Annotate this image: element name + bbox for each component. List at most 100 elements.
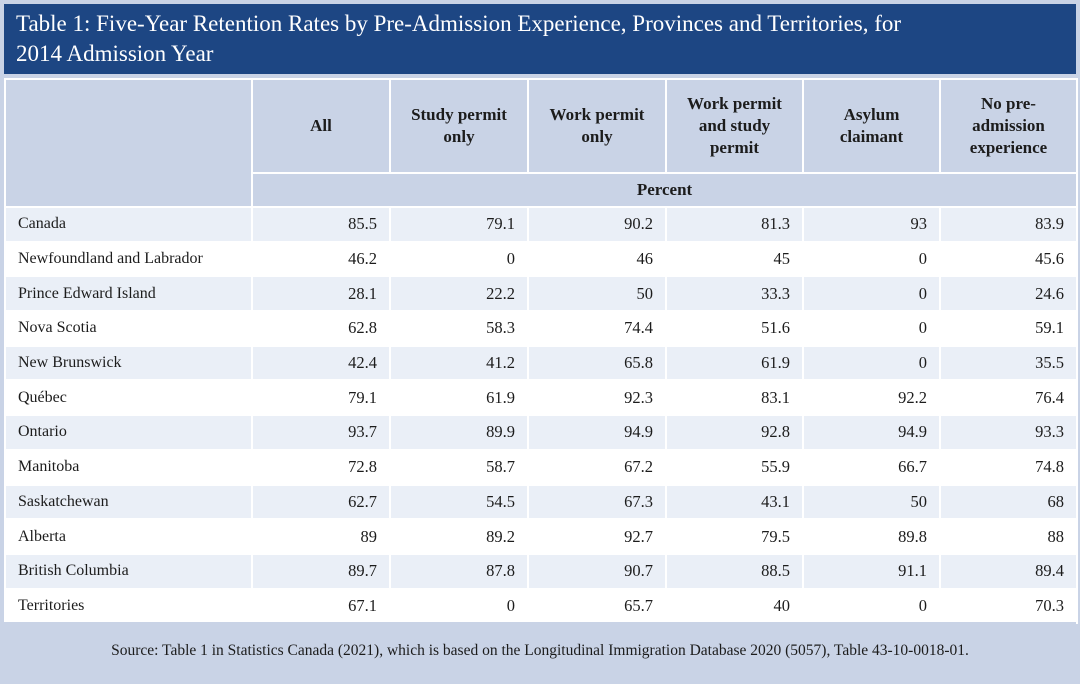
table-cell: 0 [802, 310, 941, 347]
table-row: Territories 67.1 0 65.7 40 0 70.3 [4, 587, 1078, 625]
column-header-line: only [443, 127, 475, 146]
table-cell: 89.9 [389, 414, 529, 451]
table-cell: 93 [802, 206, 941, 243]
column-header-line: All [310, 116, 332, 135]
table-cell: 54.5 [389, 483, 529, 521]
table-row: Prince Edward Island 28.1 22.2 50 33.3 0 24.6 [4, 275, 1078, 313]
table-cell: 24.6 [939, 275, 1078, 313]
column-header-line: admission [972, 116, 1045, 135]
table-cell: 76.4 [939, 379, 1078, 417]
table-cell: 68 [939, 483, 1078, 521]
table-title-line-1: Table 1: Five-Year Retention Rates by Pr… [16, 11, 902, 36]
corner-cell [4, 78, 253, 208]
column-header-work-and-study-permit: Work permit and study permit [665, 78, 804, 174]
table-cell: 0 [389, 587, 529, 625]
table-row: Saskatchewan 62.7 54.5 67.3 43.1 50 68 [4, 483, 1078, 521]
table-cell: 92.8 [665, 414, 804, 451]
table-cell: 88.5 [665, 552, 804, 590]
table-row: Manitoba 72.8 58.7 67.2 55.9 66.7 74.8 [4, 448, 1078, 486]
table-cell: 94.9 [802, 414, 941, 451]
table-row: Canada 85.5 79.1 90.2 81.3 93 83.9 [4, 206, 1078, 243]
table-cell: 45 [665, 240, 804, 278]
retention-table: All Study permit only Work permit only Wor… [4, 78, 1078, 625]
table-row: Québec 79.1 61.9 92.3 83.1 92.2 76.4 [4, 379, 1078, 417]
table-cell: 85.5 [251, 206, 391, 243]
row-label: Saskatchewan [4, 483, 253, 521]
row-label: British Columbia [4, 552, 253, 590]
column-header-line: Work permit [687, 94, 782, 113]
table-cell: 65.7 [527, 587, 667, 625]
table-cell: 58.7 [389, 448, 529, 486]
column-header-asylum-claimant: Asylum claimant [802, 78, 941, 174]
row-label: Canada [4, 206, 253, 243]
table-row: Alberta 89 89.2 92.7 79.5 89.8 88 [4, 518, 1078, 555]
table-cell: 93.3 [939, 414, 1078, 451]
table-row: Newfoundland and Labrador 46.2 0 46 45 0 45.6 [4, 240, 1078, 278]
source-note: Source: Table 1 in Statistics Canada (20… [4, 622, 1076, 680]
table-cell: 83.1 [665, 379, 804, 417]
table-cell: 28.1 [251, 275, 391, 313]
table-cell: 35.5 [939, 344, 1078, 382]
table-cell: 72.8 [251, 448, 391, 486]
table-cell: 89 [251, 518, 391, 555]
table-cell: 81.3 [665, 206, 804, 243]
table-title: Table 1: Five-Year Retention Rates by Pr… [4, 4, 1076, 74]
row-label: Nova Scotia [4, 310, 253, 347]
table-cell: 46.2 [251, 240, 391, 278]
table-cell: 0 [802, 587, 941, 625]
table-cell: 46 [527, 240, 667, 278]
table-cell: 88 [939, 518, 1078, 555]
table-cell: 79.1 [251, 379, 391, 417]
table-body: Canada 85.5 79.1 90.2 81.3 93 83.9 Newfoundland… [4, 206, 1078, 625]
column-header-line: Asylum [843, 105, 900, 124]
table-cell: 62.7 [251, 483, 391, 521]
table-cell: 33.3 [665, 275, 804, 313]
table-cell: 55.9 [665, 448, 804, 486]
table-row: New Brunswick 42.4 41.2 65.8 61.9 0 35.5 [4, 344, 1078, 382]
column-header-line: Work permit [549, 105, 645, 124]
table-row: Ontario 93.7 89.9 94.9 92.8 94.9 93.3 [4, 414, 1078, 451]
table-cell: 79.5 [665, 518, 804, 555]
table-cell: 90.2 [527, 206, 667, 243]
unit-row: Percent [5, 172, 1078, 208]
table-cell: 70.3 [939, 587, 1078, 625]
table-cell: 65.8 [527, 344, 667, 382]
row-label: Territories [4, 587, 253, 625]
table-cell: 51.6 [665, 310, 804, 347]
row-label: New Brunswick [4, 344, 253, 382]
table-cell: 89.8 [802, 518, 941, 555]
table-cell: 41.2 [389, 344, 529, 382]
table-cell: 90.7 [527, 552, 667, 590]
table-cell: 92.2 [802, 379, 941, 417]
table-cell: 50 [802, 483, 941, 521]
table-cell: 66.7 [802, 448, 941, 486]
table-cell: 61.9 [665, 344, 804, 382]
table-cell: 58.3 [389, 310, 529, 347]
column-header-line: experience [969, 138, 1048, 157]
table-cell: 92.7 [527, 518, 667, 555]
source-text: Source: Table 1 in Statistics Canada (20… [111, 642, 969, 659]
table-cell: 61.9 [389, 379, 529, 417]
table-cell: 93.7 [251, 414, 391, 451]
column-header-line: No pre- [981, 94, 1036, 113]
table-cell: 91.1 [802, 552, 941, 590]
table-cell: 50 [527, 275, 667, 313]
column-header-line: only [581, 127, 613, 146]
table-cell: 0 [802, 240, 941, 278]
column-header-line: claimant [839, 127, 904, 146]
row-label: Ontario [4, 414, 253, 451]
table-cell: 59.1 [939, 310, 1078, 347]
column-header-no-pre-admission: No pre-admission experience [939, 78, 1078, 174]
table-cell: 67.3 [527, 483, 667, 521]
table-cell: 0 [802, 275, 941, 313]
table-cell: 67.2 [527, 448, 667, 486]
row-label: Manitoba [4, 448, 253, 486]
row-label: Alberta [4, 518, 253, 555]
table-cell: 79.1 [389, 206, 529, 243]
column-header-row: All Study permit only Work permit only Wor… [4, 78, 1078, 208]
table-cell: 43.1 [665, 483, 804, 521]
row-label: Newfoundland and Labrador [4, 240, 253, 278]
table-cell: 0 [389, 240, 529, 278]
table-cell: 92.3 [527, 379, 667, 417]
column-header-line: permit [709, 138, 760, 157]
